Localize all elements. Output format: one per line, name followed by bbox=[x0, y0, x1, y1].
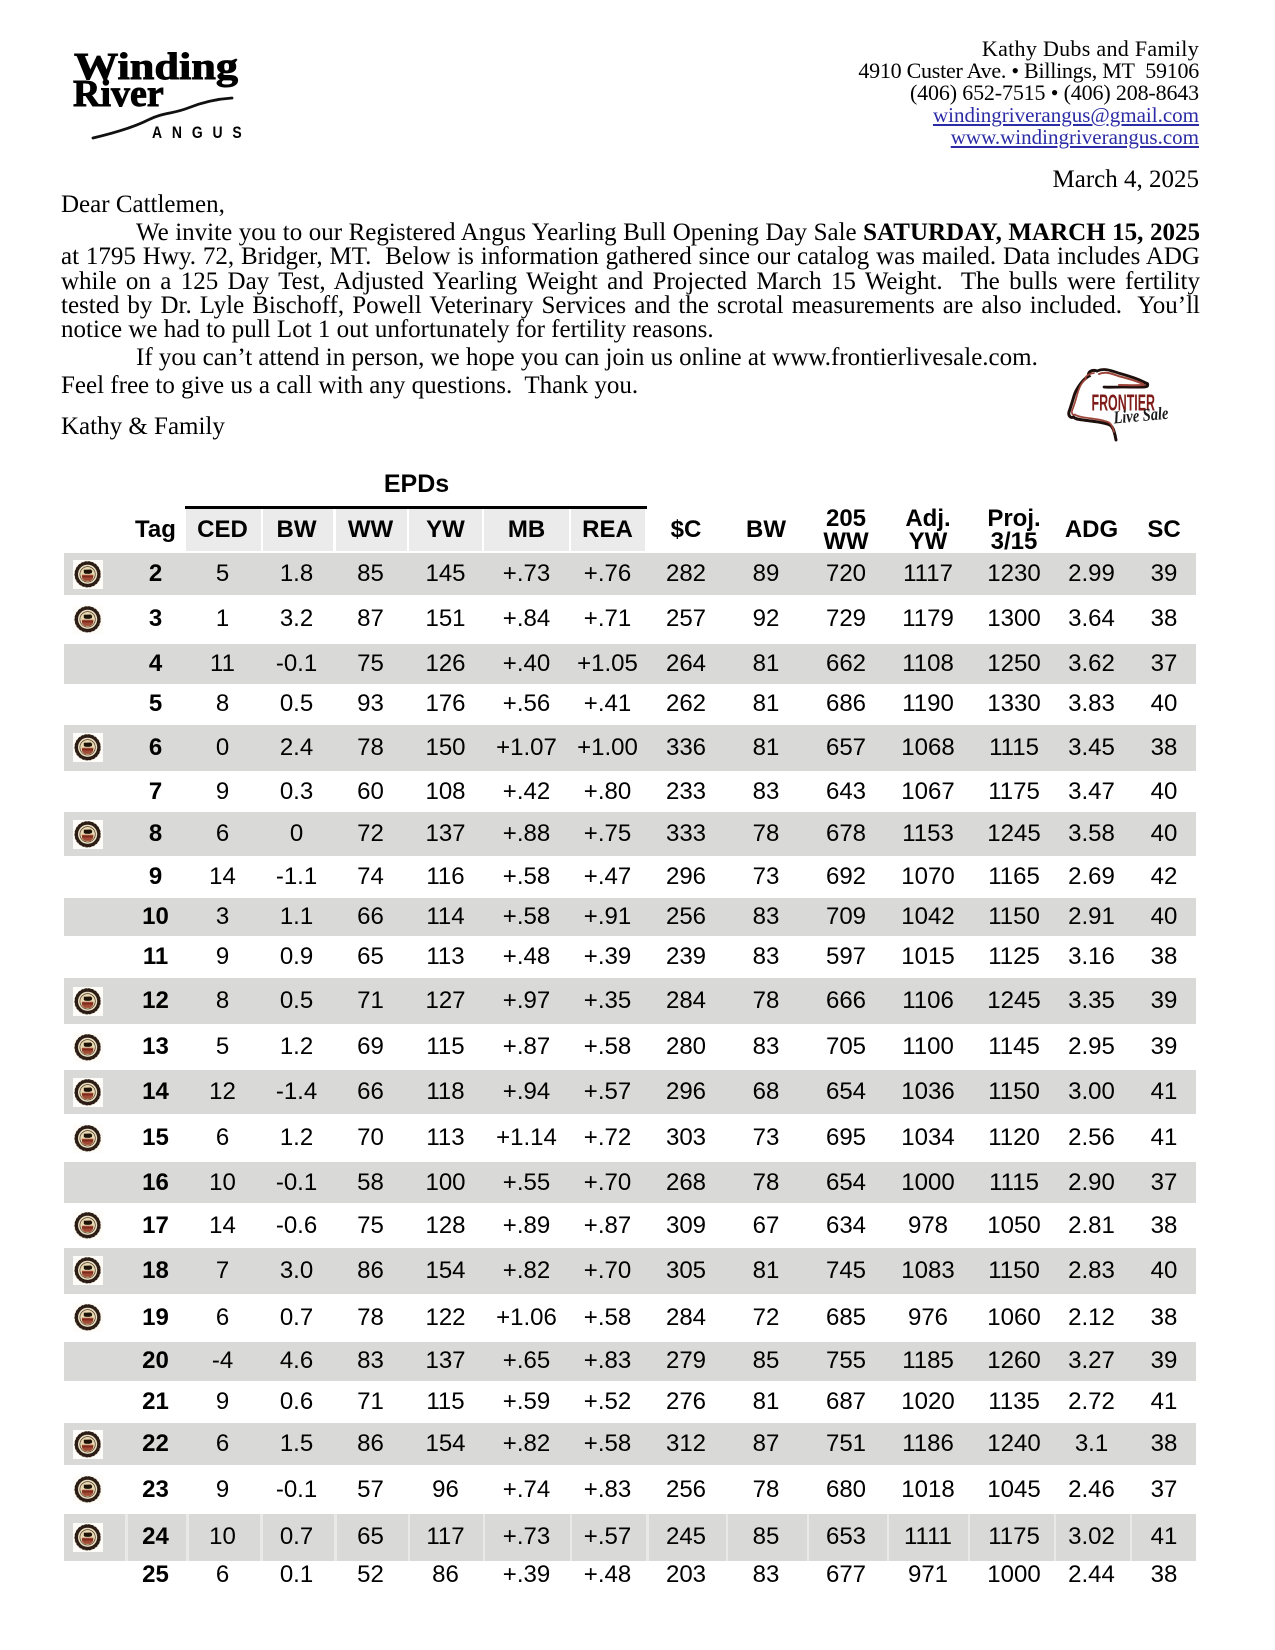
svg-text:FRONTIER: FRONTIER bbox=[1092, 390, 1156, 416]
svg-text:Live Sale: Live Sale bbox=[1112, 403, 1169, 428]
